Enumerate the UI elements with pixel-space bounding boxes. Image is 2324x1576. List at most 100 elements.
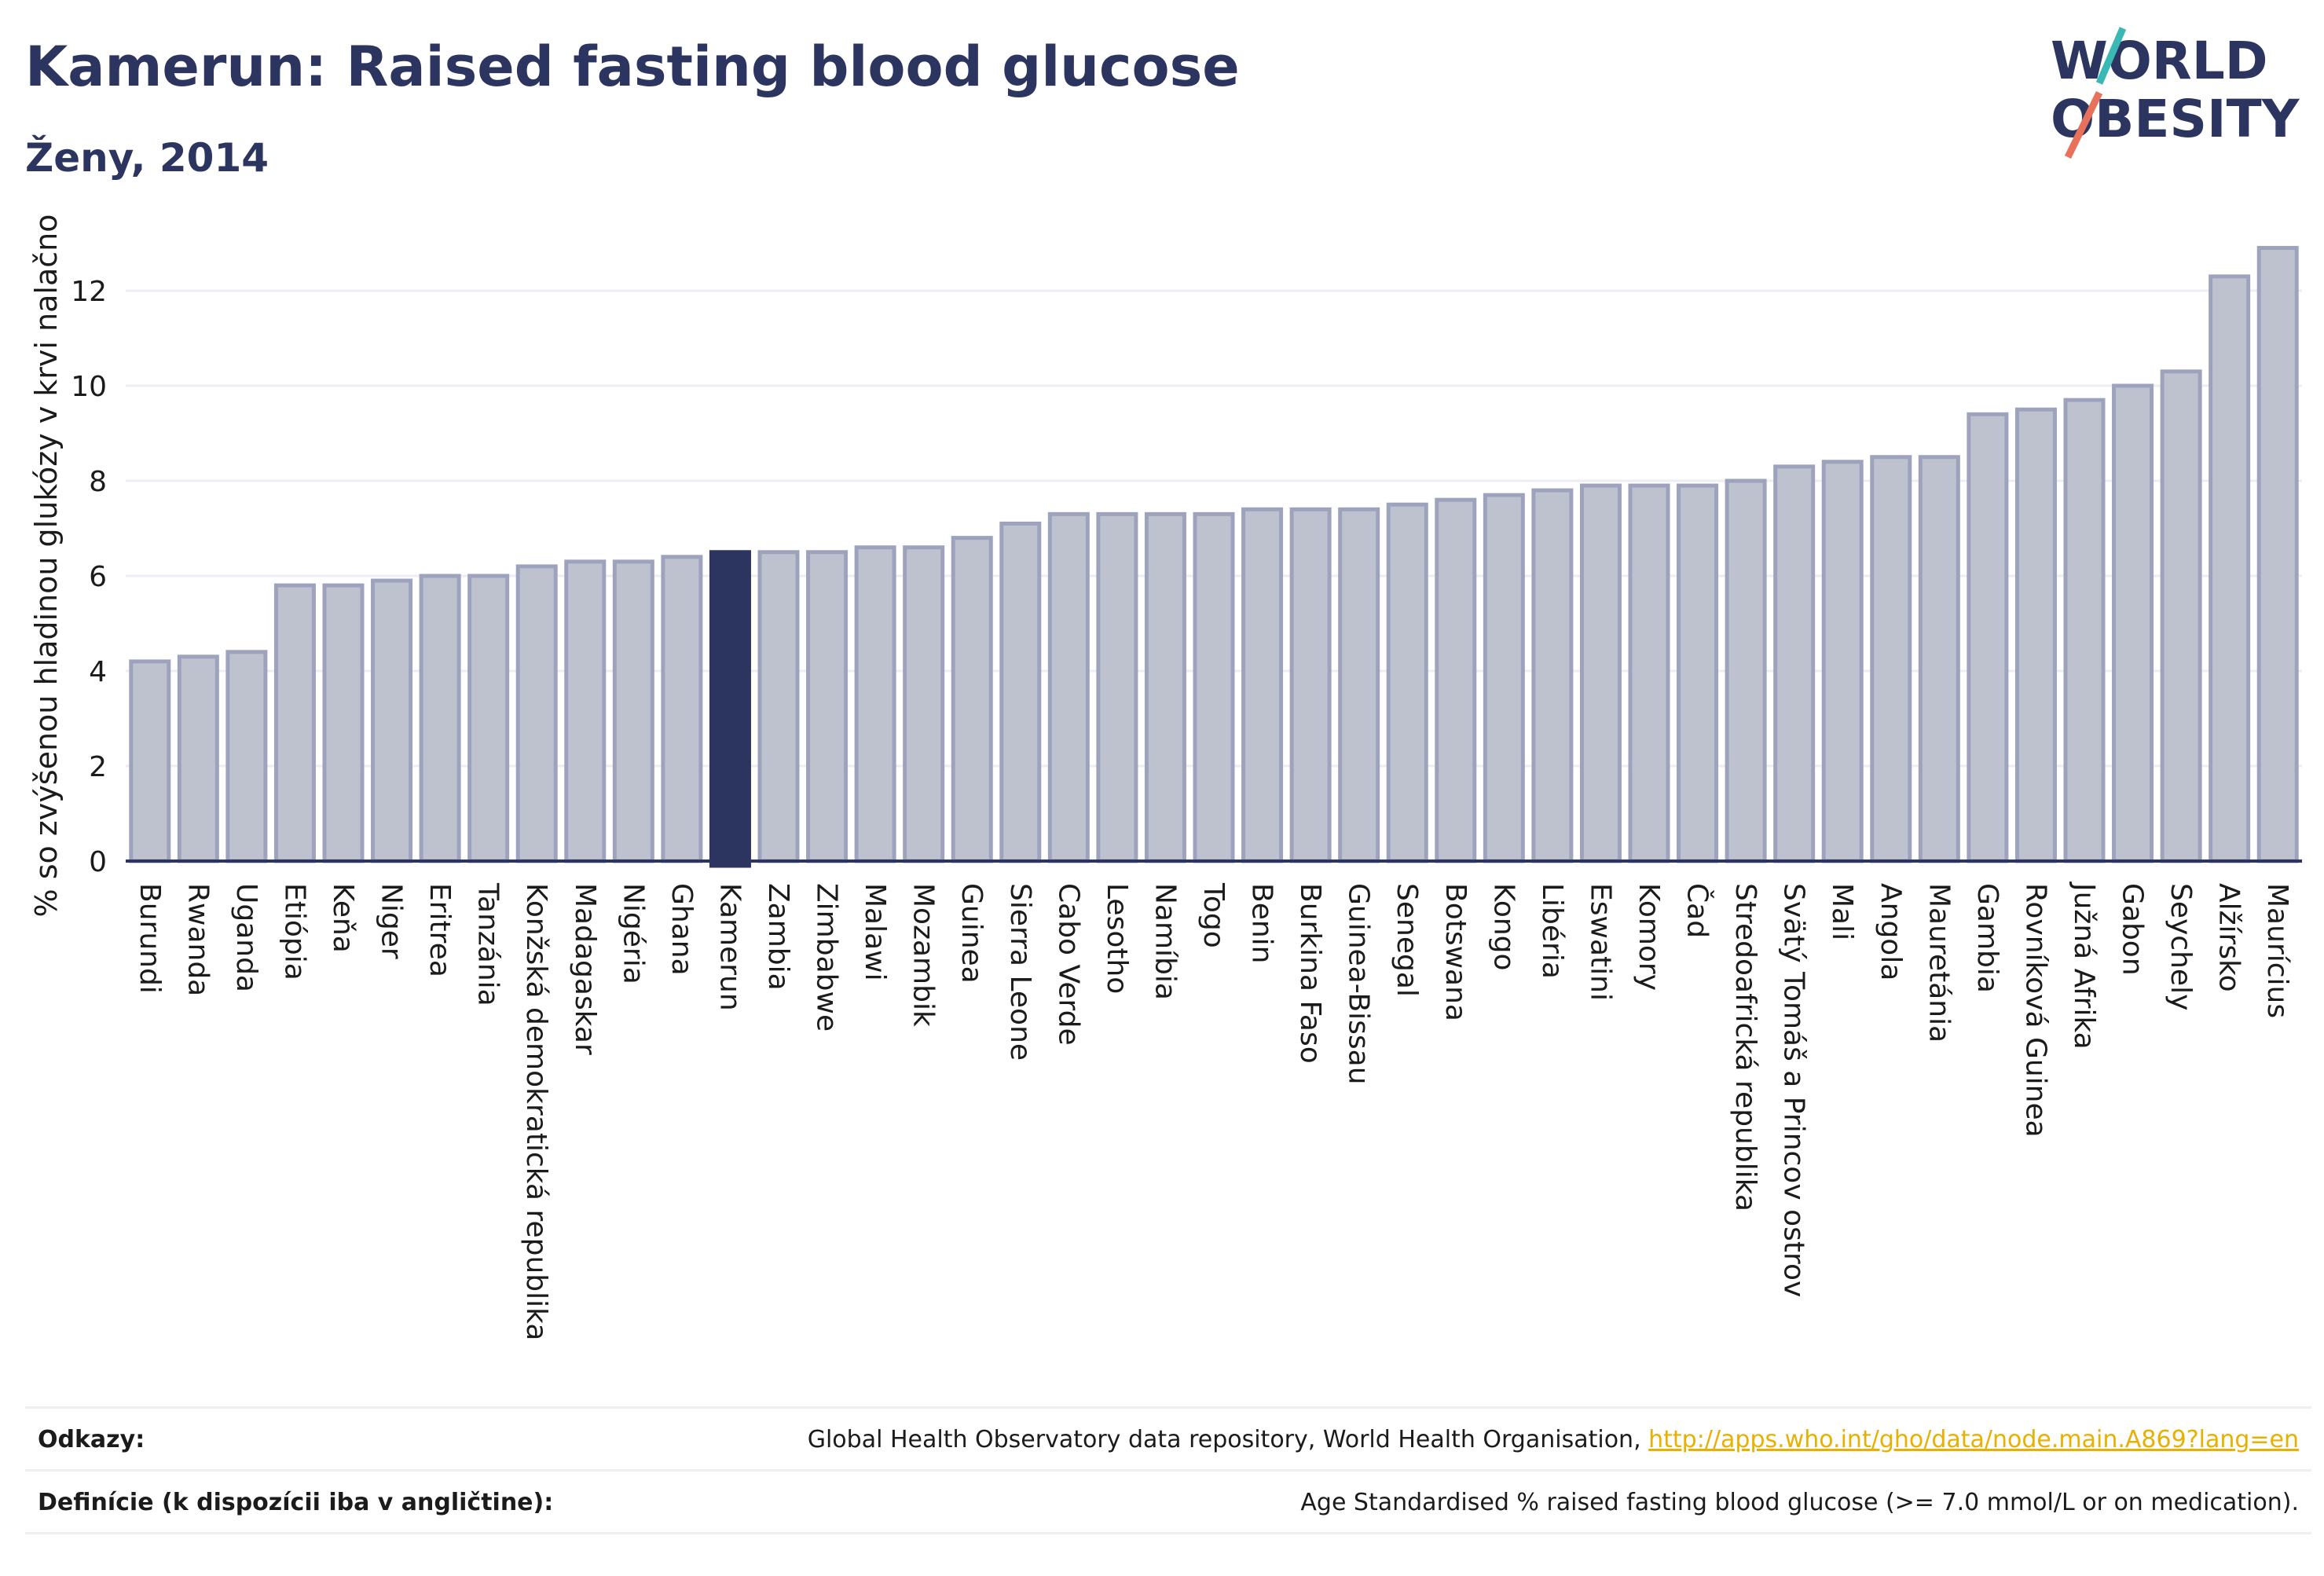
footer-divider: [25, 1532, 2311, 1534]
x-tick-label-38: Gambia: [1971, 883, 2003, 993]
bar-38: [1967, 412, 2009, 863]
logo-line1: WORLD: [2051, 31, 2268, 91]
bar-20: [1096, 511, 1138, 863]
logo-accent-teal: [2095, 27, 2127, 85]
logo-accent-coral: [2064, 91, 2103, 159]
y-tick-label-1: 2: [89, 751, 107, 783]
x-tick-label-1: Rwanda: [181, 883, 214, 996]
x-tick-label-32: Čad: [1681, 883, 1714, 938]
x-tick-label-35: Mali: [1826, 883, 1858, 940]
x-tick-label-21: Namíbia: [1149, 883, 1181, 1000]
definitions-row: Definície (k dispozícii iba v angličtine…: [25, 1469, 2311, 1534]
bar-42: [2160, 369, 2202, 863]
page-subtitle: Ženy, 2014: [25, 135, 269, 181]
x-tick-label-30: Eswatini: [1584, 883, 1616, 1001]
bar-19: [1047, 511, 1090, 863]
y-tick-label-2: 4: [89, 656, 107, 688]
bar-0: [129, 659, 171, 863]
x-tick-label-14: Zimbabwe: [811, 883, 843, 1032]
x-tick-label-28: Kongo: [1487, 883, 1519, 971]
bar-37: [1918, 455, 1960, 863]
x-tick-label-2: Uganda: [230, 883, 262, 992]
x-tick-label-19: Cabo Verde: [1052, 883, 1084, 1046]
bar-40: [2063, 398, 2106, 863]
world-obesity-logo: WORLD OBESITY: [2051, 27, 2300, 159]
bar-30: [1579, 483, 1622, 863]
bar-10: [612, 559, 654, 863]
x-tick-label-25: Guinea-Bissau: [1343, 883, 1375, 1085]
references-row: Odkazy: Global Health Observatory data r…: [25, 1406, 2311, 1472]
y-tick-label-6: 12: [71, 276, 107, 308]
x-tick-label-5: Niger: [376, 883, 408, 959]
references-link[interactable]: http://apps.who.int/gho/data/node.main.A…: [1648, 1426, 2299, 1453]
bar-26: [1386, 502, 1428, 863]
x-tick-label-40: Južná Afrika: [2068, 881, 2100, 1050]
bar-12: [709, 550, 751, 868]
bar-23: [1241, 507, 1284, 863]
x-tick-label-9: Madagaskar: [569, 883, 601, 1055]
x-tick-label-3: Etiópia: [278, 883, 310, 980]
x-tick-label-31: Komory: [1633, 883, 1665, 991]
x-tick-label-22: Togo: [1197, 882, 1230, 948]
x-tick-label-24: Burkina Faso: [1294, 883, 1326, 1064]
bar-11: [661, 555, 703, 863]
x-tick-label-6: Eritrea: [423, 883, 456, 977]
x-tick-label-11: Ghana: [665, 883, 698, 976]
x-tick-label-17: Guinea: [955, 883, 988, 984]
bars: [129, 246, 2299, 868]
references-text: Global Health Observatory data repositor…: [807, 1426, 1649, 1453]
x-tick-label-27: Botswana: [1439, 883, 1472, 1021]
x-tick-label-12: Kamerun: [713, 883, 746, 1011]
x-tick-label-41: Gabon: [2117, 883, 2149, 976]
bar-5: [371, 578, 413, 863]
bar-21: [1144, 511, 1186, 863]
x-tick-label-15: Malawi: [859, 883, 891, 981]
x-tick-label-33: Stredoafrická republika: [1729, 883, 1761, 1211]
bar-chart: 0 2 4 6 8 10 12 Burundi Rwanda Uganda Etiópia Keňa N…: [29, 214, 2302, 1340]
bar-4: [322, 583, 365, 863]
bar-32: [1677, 483, 1719, 863]
bar-2: [225, 650, 268, 863]
y-tick-label-0: 0: [89, 846, 107, 878]
bar-13: [757, 550, 800, 863]
definitions-value: Age Standardised % raised fasting blood …: [1300, 1489, 2299, 1516]
x-tick-label-20: Lesotho: [1101, 883, 1133, 994]
bar-22: [1193, 511, 1235, 863]
bar-33: [1725, 478, 1767, 863]
bar-24: [1289, 507, 1332, 863]
bar-1: [177, 654, 219, 863]
x-tick-label-42: Seychely: [2165, 883, 2197, 1010]
y-axis-label: % so zvýšenou hladinou glukózy v krvi na…: [29, 214, 64, 918]
bar-8: [515, 564, 558, 863]
references-label: Odkazy:: [38, 1426, 145, 1453]
bar-15: [854, 545, 896, 863]
x-tick-label-37: Mauretánia: [1923, 883, 1955, 1043]
bar-3: [273, 583, 316, 863]
x-tick-label-4: Keňa: [327, 883, 359, 953]
bar-44: [2256, 246, 2299, 863]
x-tick-label-18: Sierra Leone: [1004, 883, 1036, 1061]
x-tick-label-7: Tanzánia: [472, 882, 504, 1006]
tick-labels: 0 2 4 6 8 10 12 Burundi Rwanda Uganda Etiópia Keňa N…: [71, 276, 2293, 1340]
y-tick-label-3: 6: [89, 561, 107, 593]
bar-28: [1483, 493, 1525, 863]
x-tick-label-29: Libéria: [1536, 883, 1568, 979]
x-tick-label-43: Alžírsko: [2213, 883, 2245, 992]
x-tick-label-39: Rovníková Guinea: [2019, 883, 2051, 1138]
bar-39: [2014, 407, 2057, 863]
x-tick-label-16: Mozambik: [907, 883, 940, 1027]
bar-17: [951, 536, 993, 863]
x-tick-label-23: Benin: [1246, 883, 1278, 963]
bar-43: [2209, 274, 2251, 863]
bar-34: [1773, 464, 1816, 863]
bar-35: [1821, 460, 1864, 863]
logo-line2: OBESITY: [2051, 89, 2300, 149]
y-tick-label-4: 8: [89, 466, 107, 498]
x-tick-label-34: Svätý Tomáš a Princov ostrov: [1778, 883, 1810, 1297]
bar-9: [564, 559, 607, 863]
bar-16: [903, 545, 945, 863]
page-title: Kamerun: Raised fasting blood glucose: [25, 35, 1240, 99]
bar-6: [419, 574, 461, 863]
bar-36: [1870, 455, 1912, 863]
x-tick-label-8: Konžská demokratická republika: [520, 883, 552, 1340]
